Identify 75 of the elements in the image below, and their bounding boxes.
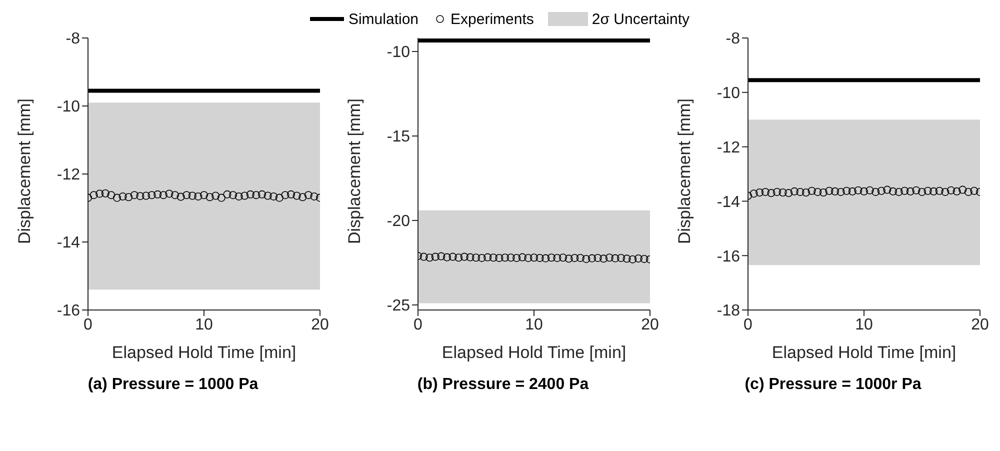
x-tick-label: 20: [971, 316, 989, 334]
point: [883, 186, 892, 194]
y-tick-label: -14: [56, 234, 80, 252]
point: [808, 186, 816, 195]
x-axis-title: Elapsed Hold Time [min]: [112, 343, 296, 362]
point: [796, 188, 804, 196]
y-axis-title: Displacement [mm]: [345, 98, 364, 244]
point: [894, 188, 903, 196]
point: [756, 188, 764, 196]
text: (a) Pressure = 1000 Pa: [86, 376, 260, 394]
y-tick-label: -20: [386, 213, 410, 230]
point: [964, 188, 972, 196]
point: [877, 186, 886, 195]
y-tick-label: -12: [716, 139, 740, 156]
point: [889, 187, 897, 196]
y-tick-label: -15: [386, 128, 410, 146]
point: [952, 187, 961, 196]
legend-label: Experiments: [450, 10, 534, 28]
point: [784, 189, 793, 198]
x-tick-label: 0: [744, 316, 753, 334]
point: [906, 187, 914, 196]
point: [947, 186, 955, 194]
point: [970, 186, 978, 195]
y-tick-label: -14: [716, 194, 740, 211]
point: [831, 187, 839, 196]
point: [825, 186, 834, 195]
y-tick-label: -10: [386, 44, 410, 62]
point: [750, 190, 758, 198]
point: [958, 186, 967, 194]
point: [767, 189, 776, 198]
x-tick-label: 10: [525, 316, 543, 334]
point: [848, 187, 856, 196]
point: [790, 187, 798, 196]
point: [802, 188, 810, 196]
text: (b) Pressure = 2400 Pa: [416, 376, 590, 394]
point: [930, 187, 938, 196]
y-axis-title: Displacement [mm]: [675, 98, 694, 244]
point: [924, 186, 932, 195]
x-axis-title: Elapsed Hold Time [min]: [772, 343, 956, 362]
y-axis-title: Displacement [mm]: [15, 98, 34, 244]
y-tick-label: -8: [726, 30, 740, 48]
y-tick-label: -25: [386, 298, 410, 315]
y-tick-label: -16: [56, 302, 80, 320]
point: [918, 188, 926, 196]
text: (c) Pressure = 1000r Pa: [744, 376, 922, 394]
point: [866, 186, 874, 194]
point: [935, 186, 944, 195]
point: [819, 188, 828, 196]
y-tick-label: -12: [56, 166, 80, 184]
point: [941, 188, 950, 196]
y-tick-label: -16: [716, 248, 740, 266]
point: [900, 186, 909, 195]
point: [912, 186, 920, 194]
point: [860, 187, 868, 196]
point: [773, 188, 781, 196]
y-tick-label: -10: [716, 85, 740, 102]
point: [761, 188, 770, 196]
x-tick-label: 20: [311, 316, 329, 334]
x-tick-label: 10: [195, 316, 213, 334]
y-tick-label: -8: [66, 30, 80, 48]
legend-label: Simulation: [348, 10, 419, 28]
point: [854, 186, 862, 194]
legend-label: 2σ Uncertainty: [592, 10, 690, 28]
y-tick-label: -10: [56, 98, 80, 116]
point: [842, 186, 851, 195]
point: [836, 188, 845, 196]
y-tick-label: -18: [716, 302, 740, 320]
x-tick-label: 0: [414, 316, 423, 334]
x-axis-title: Elapsed Hold Time [min]: [442, 343, 626, 362]
x-tick-label: 0: [84, 316, 93, 334]
point: [814, 188, 822, 196]
x-tick-label: 10: [855, 316, 873, 334]
x-tick-label: 20: [641, 316, 659, 334]
point: [872, 188, 880, 196]
point: [778, 188, 787, 196]
